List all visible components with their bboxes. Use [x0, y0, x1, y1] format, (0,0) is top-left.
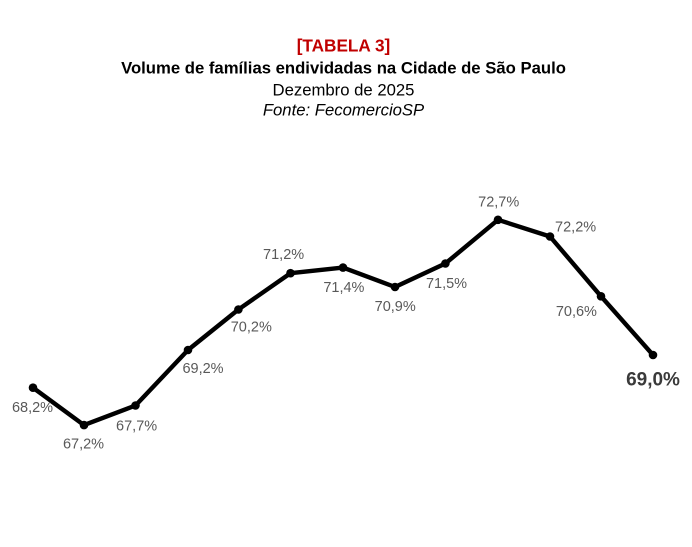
- svg-text:72,7%: 72,7%: [478, 195, 519, 211]
- svg-text:72,2%: 72,2%: [555, 220, 596, 236]
- svg-text:69,0%: 69,0%: [626, 370, 680, 391]
- svg-text:Dezembro de 2025: Dezembro de 2025: [273, 81, 415, 100]
- svg-text:68,2%: 68,2%: [12, 400, 53, 416]
- svg-text:71,2%: 71,2%: [263, 247, 304, 263]
- svg-text:67,7%: 67,7%: [116, 419, 157, 435]
- svg-text:71,5%: 71,5%: [426, 276, 467, 292]
- svg-text:Volume de famílias endividadas: Volume de famílias endividadas na Cidade…: [121, 59, 566, 78]
- svg-text:70,2%: 70,2%: [231, 320, 272, 336]
- svg-text:Fonte: FecomercioSP: Fonte: FecomercioSP: [263, 100, 425, 119]
- svg-text:70,9%: 70,9%: [375, 299, 416, 315]
- svg-text:[TABELA 3]: [TABELA 3]: [297, 35, 391, 55]
- svg-text:67,2%: 67,2%: [63, 437, 104, 453]
- svg-text:70,6%: 70,6%: [556, 304, 597, 320]
- svg-text:69,2%: 69,2%: [182, 361, 223, 377]
- svg-text:71,4%: 71,4%: [323, 280, 364, 296]
